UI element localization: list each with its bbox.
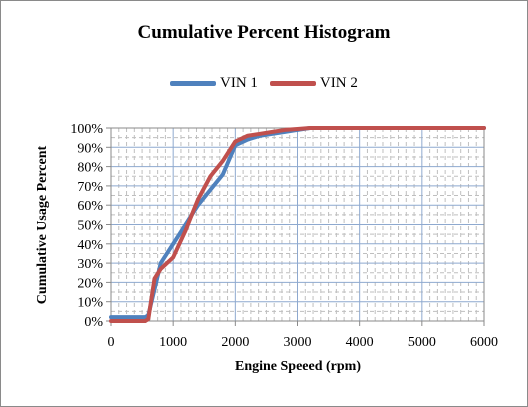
y-tick-label: 40% [77, 238, 103, 253]
series-line-2 [109, 126, 486, 323]
x-tick-label: 3000 [284, 335, 312, 350]
y-tick-label: 0% [84, 315, 103, 330]
y-tick-label: 50% [77, 219, 103, 234]
legend: VIN 1 VIN 2 [170, 73, 370, 93]
x-tick-label: 6000 [470, 335, 498, 350]
legend-label-series-1: VIN 1 [220, 74, 258, 91]
y-tick-label: 10% [77, 296, 103, 311]
x-tick-label: 5000 [408, 335, 436, 350]
x-tick-label: 4000 [346, 335, 374, 350]
legend-swatch-series-2 [269, 80, 316, 86]
y-tick-label: 60% [77, 199, 103, 214]
legend-item-series-2: VIN 2 [269, 74, 358, 92]
legend-swatch-series-1 [170, 80, 216, 86]
legend-label-series-2: VIN 2 [319, 74, 358, 91]
x-tick-label: 2000 [221, 335, 249, 350]
y-tick-label: 80% [77, 161, 103, 176]
chart-title: Cumulative Percent Histogram [137, 22, 391, 43]
y-tick-label: 30% [77, 257, 103, 272]
x-tick-label: 1000 [159, 335, 187, 350]
legend-item-series-1: VIN 1 [170, 75, 258, 92]
x-tick-label: 0 [108, 335, 115, 350]
y-tick-label: 90% [77, 141, 103, 156]
y-tick-label: 70% [77, 180, 103, 195]
y-tick-label: 100% [70, 122, 103, 137]
y-tick-label: 20% [77, 276, 103, 291]
x-axis-label: Engine Speeed (rpm) [235, 359, 361, 374]
